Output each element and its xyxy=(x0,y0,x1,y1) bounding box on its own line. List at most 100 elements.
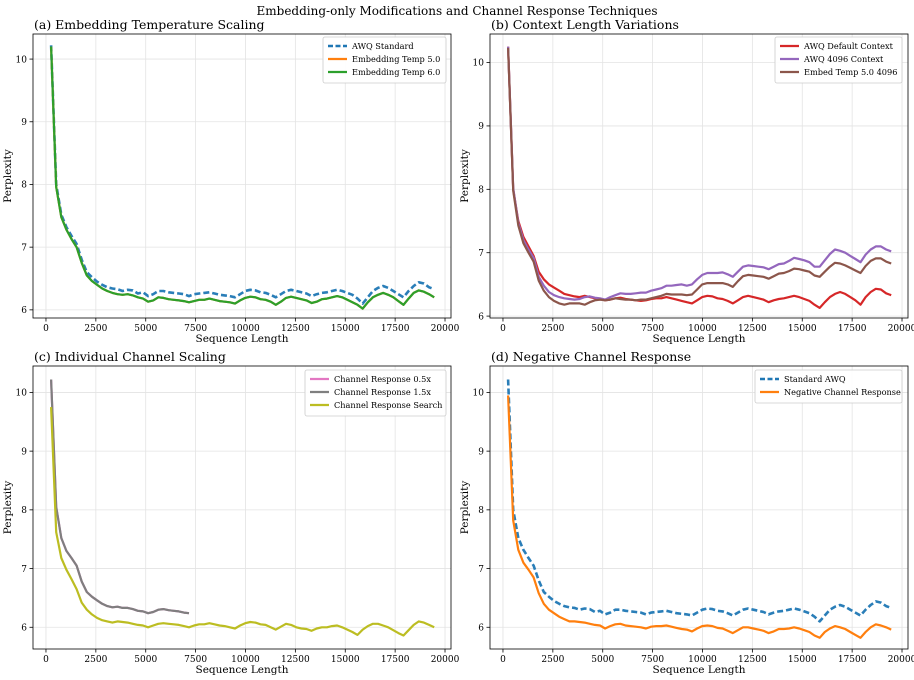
series-line-channel-response-search xyxy=(50,407,435,637)
series-line-negative-channel-response xyxy=(507,395,892,639)
legend: Channel Response 0.5x Channel Response 1.… xyxy=(304,369,447,417)
x-tick-label: 2500 xyxy=(84,324,107,334)
axes-frame xyxy=(32,33,452,319)
series-line-awq-4096-context xyxy=(507,46,892,301)
series-line-awq-default-context xyxy=(507,46,892,309)
panel-3: 0 2500 5000 7500 10000 12500 15000 17500 20000 6 7… xyxy=(2,349,460,676)
x-axis-label: Sequence Length xyxy=(653,333,746,345)
x-tick-label: 12500 xyxy=(738,655,767,665)
y-tick-label: 10 xyxy=(473,59,485,69)
x-tick-label: 5000 xyxy=(134,655,157,665)
x-tick-label: 20000 xyxy=(888,655,914,665)
legend-label: Negative Channel Response xyxy=(784,387,901,397)
x-tick-label: 12500 xyxy=(281,655,310,665)
legend-box xyxy=(774,36,903,84)
series-line-awq-standard xyxy=(49,45,435,305)
panel-1: 0 2500 5000 7500 10000 12500 15000 17500 20000 6 7… xyxy=(2,17,460,345)
y-tick-label: 6 xyxy=(478,312,484,322)
x-tick-label: 20000 xyxy=(431,324,460,334)
axes-frame xyxy=(489,33,909,319)
y-axis-label: Perplexity xyxy=(2,149,14,203)
x-tick-label: 7500 xyxy=(184,655,207,665)
y-tick-label: 9 xyxy=(478,122,484,132)
x-axis-label: Sequence Length xyxy=(653,664,746,676)
panel-title: (c) Individual Channel Scaling xyxy=(34,349,226,364)
series-line-channel-response-1-5x xyxy=(50,379,190,615)
x-tick-label: 0 xyxy=(500,655,506,665)
y-tick-label: 7 xyxy=(478,249,484,259)
series-line-embedding-temp-6-0 xyxy=(50,46,435,310)
legend-label: Channel Response Search xyxy=(334,400,443,410)
y-tick-label: 10 xyxy=(473,389,485,399)
y-tick-label: 6 xyxy=(478,623,484,633)
x-tick-label: 5000 xyxy=(591,655,614,665)
x-tick-label: 15000 xyxy=(788,324,817,334)
y-tick-label: 8 xyxy=(478,506,484,516)
x-tick-label: 0 xyxy=(43,324,49,334)
legend-box xyxy=(322,36,447,84)
panel-title: (d) Negative Channel Response xyxy=(491,349,691,364)
legend-box xyxy=(754,369,903,404)
x-tick-label: 2500 xyxy=(541,655,564,665)
legend: Standard AWQ Negative Channel Response xyxy=(754,369,903,404)
legend-label: Embed Temp 5.0 4096 xyxy=(804,67,897,77)
y-tick-label: 9 xyxy=(21,447,27,457)
legend-label: AWQ Default Context xyxy=(803,41,894,51)
x-tick-label: 17500 xyxy=(838,324,867,334)
x-tick-label: 12500 xyxy=(738,324,767,334)
legend-label: Embedding Temp 6.0 xyxy=(352,67,440,77)
y-axis-label: Perplexity xyxy=(2,481,14,535)
legend-label: Embedding Temp 5.0 xyxy=(352,54,440,64)
x-tick-label: 10000 xyxy=(231,655,260,665)
figure-suptitle: Embedding-only Modifications and Channel… xyxy=(257,4,658,18)
x-tick-label: 10000 xyxy=(688,655,717,665)
series-line-standard-awq xyxy=(506,379,892,623)
y-tick-label: 9 xyxy=(21,118,27,128)
x-tick-label: 5000 xyxy=(134,324,157,334)
y-tick-label: 10 xyxy=(16,55,28,65)
x-tick-label: 10000 xyxy=(231,324,260,334)
legend: AWQ Default Context AWQ 4096 Context Embed… xyxy=(774,36,903,84)
x-tick-label: 0 xyxy=(500,324,506,334)
y-tick-label: 10 xyxy=(16,389,28,399)
panel-title: (b) Context Length Variations xyxy=(491,17,679,32)
x-tick-label: 15000 xyxy=(331,324,360,334)
x-axis-label: Sequence Length xyxy=(196,333,289,345)
y-tick-label: 8 xyxy=(21,506,27,516)
y-tick-label: 7 xyxy=(478,565,484,575)
y-tick-label: 9 xyxy=(478,447,484,457)
legend-label: Standard AWQ xyxy=(784,374,846,384)
x-tick-label: 7500 xyxy=(641,324,664,334)
y-axis-label: Perplexity xyxy=(459,149,471,203)
legend-box xyxy=(304,369,447,417)
x-tick-label: 7500 xyxy=(184,324,207,334)
series-line-embed-temp-5-0-4096 xyxy=(507,47,892,306)
legend-label: AWQ Standard xyxy=(351,41,414,51)
x-tick-label: 2500 xyxy=(84,655,107,665)
x-tick-label: 10000 xyxy=(688,324,717,334)
legend: AWQ Standard Embedding Temp 5.0 Embedding … xyxy=(322,36,447,84)
y-axis-label: Perplexity xyxy=(459,481,471,535)
x-tick-label: 17500 xyxy=(381,655,410,665)
panel-title: (a) Embedding Temperature Scaling xyxy=(34,17,265,32)
x-tick-label: 20000 xyxy=(888,324,914,334)
legend-label: Channel Response 0.5x xyxy=(334,374,431,384)
x-tick-label: 0 xyxy=(43,655,49,665)
y-tick-label: 6 xyxy=(21,306,27,316)
axes-frame xyxy=(32,365,452,650)
y-tick-label: 6 xyxy=(21,623,27,633)
panel-2: 0 2500 5000 7500 10000 12500 15000 17500 20000 6 7… xyxy=(459,17,914,345)
y-tick-label: 8 xyxy=(478,186,484,196)
x-tick-label: 17500 xyxy=(381,324,410,334)
x-tick-label: 15000 xyxy=(331,655,360,665)
y-tick-label: 7 xyxy=(21,243,27,253)
x-tick-label: 7500 xyxy=(641,655,664,665)
panel-4: 0 2500 5000 7500 10000 12500 15000 17500 20000 6 7… xyxy=(459,349,914,676)
legend-label: Channel Response 1.5x xyxy=(334,387,431,397)
x-tick-label: 20000 xyxy=(431,655,460,665)
series-line-embedding-temp-5-0 xyxy=(50,46,435,310)
x-tick-label: 17500 xyxy=(838,655,867,665)
x-axis-label: Sequence Length xyxy=(196,664,289,676)
x-tick-label: 15000 xyxy=(788,655,817,665)
